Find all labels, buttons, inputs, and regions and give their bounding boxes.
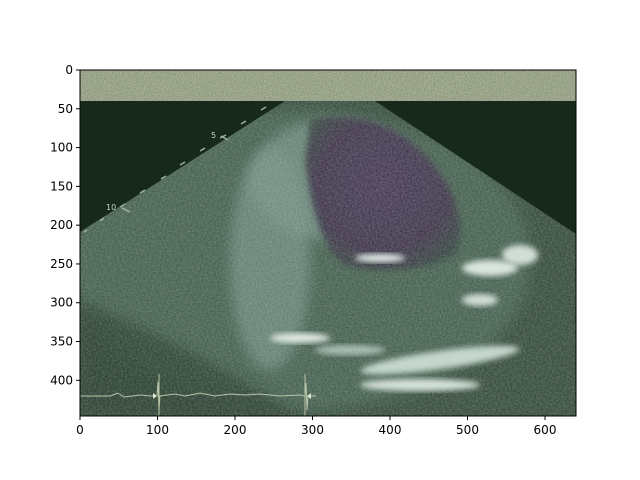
y-tick-label: 100	[50, 141, 73, 155]
y-tick-label: 350	[50, 335, 73, 349]
y-tick-label: 150	[50, 179, 73, 193]
x-tick-label: 100	[146, 423, 169, 437]
x-tick-label: 200	[224, 423, 247, 437]
depth-marker-5: 5	[211, 131, 216, 140]
y-axis: 0 50 100 150 200 250 300 350 400	[50, 63, 80, 387]
x-tick-label: 600	[534, 423, 557, 437]
ecg-trace	[80, 374, 316, 416]
y-tick-label: 200	[50, 218, 73, 232]
y-tick-label: 0	[65, 63, 73, 77]
y-tick-label: 400	[50, 373, 73, 387]
noise-band-speckle	[80, 70, 576, 101]
y-tick-label: 250	[50, 257, 73, 271]
x-tick-label: 300	[301, 423, 324, 437]
x-tick-label: 400	[379, 423, 402, 437]
x-tick-label: 500	[456, 423, 479, 437]
depth-marker-10: 10	[106, 203, 116, 212]
depth-scale	[83, 106, 267, 233]
y-tick-label: 300	[50, 296, 73, 310]
plot-frame	[79, 69, 577, 417]
x-tick-label: 0	[76, 423, 84, 437]
x-axis: 0 100 200 300 400 500 600	[76, 416, 556, 437]
ultrasound-sector	[80, 101, 576, 416]
y-tick-label: 50	[58, 102, 73, 116]
ultrasound-image: 10 5	[80, 70, 576, 416]
